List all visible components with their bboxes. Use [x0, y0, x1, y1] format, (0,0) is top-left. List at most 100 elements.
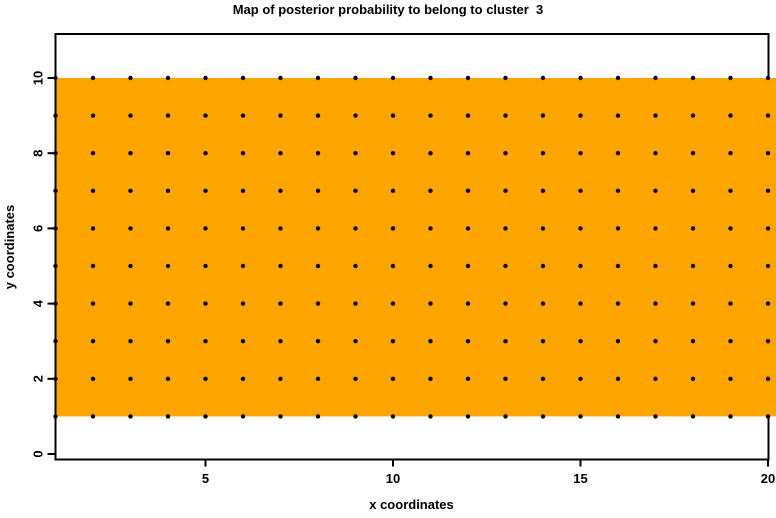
- data-point: [615, 188, 621, 193]
- data-point: [615, 414, 621, 419]
- data-point: [315, 339, 321, 344]
- data-point: [465, 113, 471, 118]
- data-point: [240, 75, 246, 81]
- data-point: [165, 151, 171, 156]
- data-point: [278, 151, 283, 156]
- data-point: [653, 263, 658, 269]
- data-point: [278, 376, 283, 381]
- data-point: [390, 188, 396, 193]
- data-point: [390, 75, 396, 81]
- data-point: [353, 113, 358, 118]
- data-point: [690, 151, 696, 156]
- data-point: [53, 113, 58, 118]
- data-point: [428, 151, 433, 156]
- x-axis-label: x coordinates: [369, 497, 454, 512]
- data-point: [615, 75, 621, 81]
- data-point: [203, 151, 208, 156]
- data-point: [653, 301, 658, 306]
- data-point: [690, 376, 696, 381]
- data-point: [615, 263, 621, 269]
- cluster-region: [56, 78, 776, 417]
- data-point: [128, 226, 133, 231]
- data-point: [690, 226, 696, 231]
- data-point: [90, 151, 96, 156]
- data-point: [653, 188, 658, 193]
- data-point: [390, 414, 396, 419]
- y-tick-label: 4: [31, 299, 46, 307]
- data-point: [315, 301, 321, 306]
- data-point: [90, 414, 96, 419]
- data-point: [728, 414, 733, 419]
- data-point: [578, 339, 583, 344]
- data-point: [90, 75, 96, 81]
- data-point: [503, 301, 508, 306]
- data-point: [278, 414, 283, 419]
- data-point: [128, 151, 133, 156]
- data-point: [90, 226, 96, 231]
- data-point: [390, 263, 396, 269]
- data-point: [503, 376, 508, 381]
- data-point: [653, 151, 658, 156]
- data-point: [128, 301, 133, 306]
- data-point: [428, 339, 433, 344]
- data-point: [53, 188, 58, 193]
- data-point: [128, 263, 133, 269]
- data-point: [390, 301, 396, 306]
- data-point: [53, 339, 58, 344]
- data-point: [690, 339, 696, 344]
- data-point: [165, 376, 171, 381]
- data-point: [240, 414, 246, 419]
- data-point: [203, 113, 208, 118]
- data-point: [428, 75, 433, 81]
- data-point: [278, 75, 283, 81]
- data-point: [428, 301, 433, 306]
- data-point: [728, 151, 733, 156]
- data-point: [728, 226, 733, 231]
- chart-title: Map of posterior probability to belong t…: [232, 2, 544, 17]
- data-point: [653, 75, 658, 81]
- data-point: [353, 414, 358, 419]
- data-point: [540, 151, 546, 156]
- data-point: [90, 113, 96, 118]
- data-point: [465, 75, 471, 81]
- data-point: [578, 75, 583, 81]
- data-point: [540, 113, 546, 118]
- data-point: [653, 113, 658, 118]
- data-point: [428, 376, 433, 381]
- y-axis-label: y coordinates: [2, 204, 17, 290]
- data-point: [765, 301, 771, 306]
- data-point: [465, 151, 471, 156]
- data-point: [465, 339, 471, 344]
- data-point: [165, 414, 171, 419]
- data-point: [578, 226, 583, 231]
- data-point: [765, 339, 771, 344]
- data-point: [428, 188, 433, 193]
- data-point: [465, 414, 471, 419]
- data-point: [353, 226, 358, 231]
- data-point: [728, 339, 733, 344]
- data-point: [315, 151, 321, 156]
- data-point: [615, 339, 621, 344]
- data-point: [765, 263, 771, 269]
- data-point: [540, 339, 546, 344]
- data-point: [503, 263, 508, 269]
- data-point: [690, 113, 696, 118]
- data-point: [53, 376, 58, 381]
- data-point: [53, 263, 58, 269]
- data-point: [690, 188, 696, 193]
- data-point: [240, 113, 246, 118]
- data-point: [428, 263, 433, 269]
- data-point: [203, 339, 208, 344]
- data-point: [353, 339, 358, 344]
- data-point: [353, 263, 358, 269]
- data-point: [315, 263, 321, 269]
- data-point: [128, 376, 133, 381]
- data-point: [278, 301, 283, 306]
- data-point: [53, 414, 58, 419]
- data-point: [90, 339, 96, 344]
- data-point: [728, 376, 733, 381]
- data-point: [578, 113, 583, 118]
- data-point: [465, 226, 471, 231]
- data-point: [203, 414, 208, 419]
